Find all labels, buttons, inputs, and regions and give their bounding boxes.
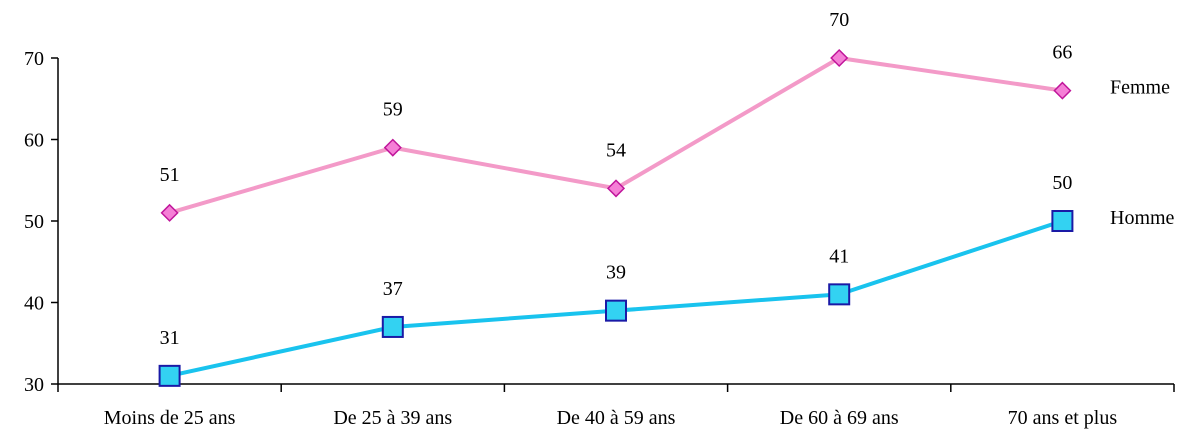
x-category-label: De 60 à 69 ans: [780, 407, 899, 429]
y-tick-label: 70: [24, 48, 44, 70]
x-category-label: De 25 à 39 ans: [333, 407, 452, 429]
data-label: 39: [606, 262, 626, 284]
data-point: [606, 179, 626, 198]
y-tick-label: 30: [24, 374, 44, 396]
data-point: [383, 138, 402, 157]
legend-label: Homme: [1110, 207, 1175, 229]
data-point: [381, 315, 404, 338]
data-label: 51: [160, 164, 180, 186]
data-label: 41: [829, 245, 849, 267]
data-point: [158, 364, 181, 387]
x-category-label: Moins de 25 ans: [104, 407, 236, 429]
data-label: 31: [160, 327, 180, 349]
data-point: [1051, 210, 1074, 232]
legend-label: Femme: [1110, 77, 1170, 99]
series-femme: 51 59 54 70 66 Femme: [160, 9, 1170, 222]
y-tick-label: 40: [24, 293, 44, 315]
x-category-label: De 40 à 59 ans: [557, 407, 676, 429]
data-label: 59: [383, 99, 403, 121]
series-line: [167, 219, 1065, 378]
data-point: [1053, 81, 1072, 100]
series-layer: 51 59 54 70 66 Femme 31 37 39 41 50 Homme: [158, 9, 1175, 387]
data-point: [160, 203, 179, 222]
axes: 30 40 50 60 70 Moins de 25 ans De 25 à 39 ans D…: [24, 48, 1175, 429]
data-label: 50: [1052, 172, 1072, 194]
x-category-label: 70 ans et plus: [1008, 407, 1118, 429]
y-tick-label: 50: [24, 211, 44, 233]
data-point: [605, 299, 627, 322]
series-homme: 31 37 39 41 50 Homme: [158, 172, 1175, 387]
y-tick-label: 60: [24, 130, 44, 152]
data-point: [830, 48, 849, 68]
data-label: 66: [1052, 42, 1072, 64]
data-label: 54: [606, 139, 626, 161]
data-label: 37: [383, 278, 403, 300]
data-label: 70: [829, 9, 849, 31]
data-point: [828, 283, 851, 306]
